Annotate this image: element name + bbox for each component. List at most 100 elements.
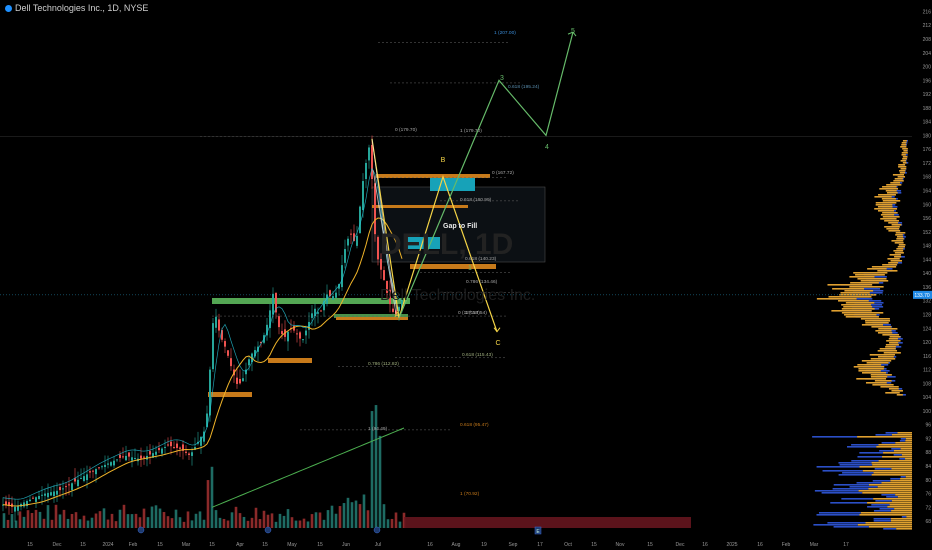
volume-bar xyxy=(134,513,138,528)
x-tick-label: 2024 xyxy=(102,542,113,548)
volume-zone xyxy=(404,517,691,528)
support-zone-green xyxy=(212,298,410,304)
moving-averages-layer xyxy=(2,167,405,508)
volume-bar xyxy=(218,517,222,528)
candle-body xyxy=(230,358,232,367)
dividend-event-icon xyxy=(137,526,145,534)
candle-body xyxy=(182,444,184,451)
volume-profile-bar xyxy=(893,180,904,182)
y-tick-label: 188 xyxy=(923,106,932,112)
volume-profile-bar xyxy=(816,514,860,516)
arrow-head xyxy=(567,31,577,37)
fib-label: 1 (127.54) xyxy=(465,310,487,316)
volume-bar xyxy=(358,504,362,528)
candle-body xyxy=(353,233,355,242)
volume-bar xyxy=(126,514,130,528)
fib-label: 1 (70.92) xyxy=(460,491,480,497)
x-tick-label: 15 xyxy=(317,542,323,548)
volume-profile-bar xyxy=(855,274,885,276)
volume-bar xyxy=(246,520,250,528)
volume-profile-bar xyxy=(877,206,893,208)
volume-bar xyxy=(222,518,226,528)
volume-bar xyxy=(18,511,22,528)
chart-title-text: Dell Technologies Inc., 1D, NYSE xyxy=(15,3,149,13)
volume-profile-bar xyxy=(900,478,912,480)
volume-profile-bar xyxy=(842,472,874,474)
candle-body xyxy=(215,316,217,328)
volume-profile-bar xyxy=(832,288,865,290)
volume-bar xyxy=(354,500,358,528)
volume-profile-bar xyxy=(839,464,873,466)
volume-profile-bar xyxy=(885,432,898,434)
volume-profile-bar xyxy=(898,244,906,246)
candle-body xyxy=(110,462,112,466)
volume-profile-bar xyxy=(896,236,904,238)
volume-profile-bar xyxy=(861,324,884,326)
volume-profile-bar xyxy=(894,256,902,258)
candle-body xyxy=(191,452,193,456)
candle-body xyxy=(389,289,391,305)
fast-ma-line xyxy=(2,167,403,500)
volume-profile-bar xyxy=(879,188,899,190)
y-tick-label: 204 xyxy=(923,51,932,57)
candle-body xyxy=(383,270,385,281)
volume-profile-bar xyxy=(892,174,905,176)
volume-profile-bar xyxy=(896,248,904,250)
target-box-cyan xyxy=(430,178,475,191)
candle-body xyxy=(95,468,97,475)
candle-body xyxy=(245,369,247,375)
volume-profile-bar xyxy=(838,474,872,476)
candle-body xyxy=(221,330,223,340)
wave-label: 1 xyxy=(468,265,472,272)
volume-profile-bar xyxy=(901,454,912,456)
candle-body xyxy=(275,292,277,313)
candle-body xyxy=(71,483,73,491)
volume-profile-bar xyxy=(885,392,900,394)
volume-profile-bar xyxy=(882,216,900,218)
support-zone-green xyxy=(334,314,408,318)
candle-body xyxy=(398,306,400,312)
y-tick-label: 192 xyxy=(923,92,932,98)
volume-profile-bar xyxy=(849,286,884,288)
candle-body xyxy=(320,310,322,312)
volume-bar xyxy=(282,515,286,528)
volume-profile-bar xyxy=(890,478,901,480)
candle-body xyxy=(77,479,79,487)
x-tick-label: 15 xyxy=(80,542,86,548)
volume-profile-bar xyxy=(896,394,903,396)
volume-bar xyxy=(118,509,122,528)
wave-label: 4 xyxy=(545,144,549,151)
volume-bar xyxy=(34,509,38,528)
resistance-zone-orange xyxy=(376,174,490,178)
volume-profile-bar xyxy=(875,434,892,436)
volume-profile-bar xyxy=(831,310,872,312)
x-tick-label: 15 xyxy=(647,542,653,548)
x-tick-label: 15 xyxy=(27,542,33,548)
volume-profile-bar xyxy=(875,202,897,204)
candle-body xyxy=(236,377,238,384)
volume-bar xyxy=(314,512,318,528)
volume-profile-bar xyxy=(864,320,891,322)
volume-profile-bar xyxy=(905,440,912,442)
volume-profile-bar xyxy=(853,366,885,368)
volume-bar xyxy=(122,504,126,528)
volume-profile-bar xyxy=(887,506,912,508)
volume-profile-bar xyxy=(857,436,912,438)
volume-profile-bar xyxy=(895,232,906,234)
volume-profile-bar xyxy=(877,350,898,352)
volume-profile-bar xyxy=(816,298,857,300)
volume-profile-bar xyxy=(891,448,901,450)
candle-body xyxy=(167,444,169,446)
x-tick-label: Sep xyxy=(509,542,518,548)
x-tick-label: Dec xyxy=(53,542,62,548)
x-tick-label: 16 xyxy=(702,542,708,548)
volume-profile-bar xyxy=(860,512,912,514)
volume-profile-bar xyxy=(893,250,904,252)
volume-profile-bar xyxy=(841,312,884,314)
volume-profile-bar xyxy=(865,382,887,384)
volume-bar xyxy=(238,513,242,528)
volume-profile-bar xyxy=(890,480,912,482)
volume-profile-bar xyxy=(859,514,912,516)
volume-bar xyxy=(182,521,186,528)
